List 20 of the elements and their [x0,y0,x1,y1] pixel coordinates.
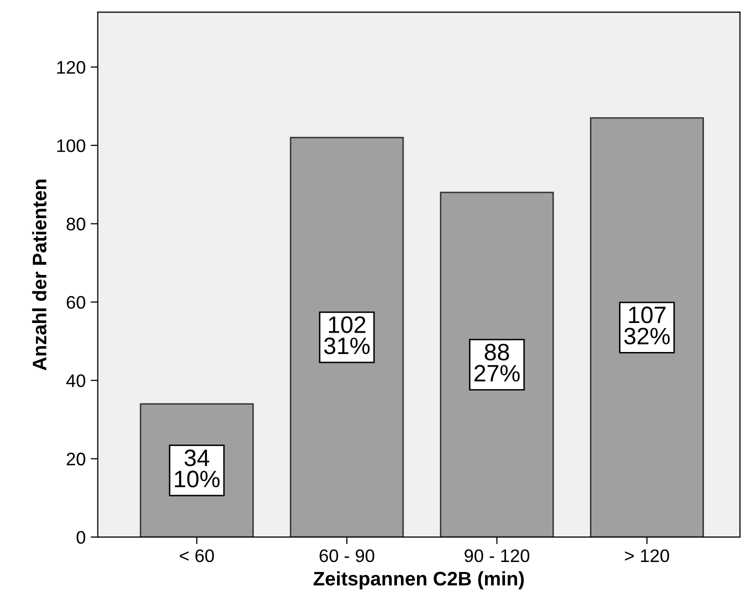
bar [440,192,554,538]
data-label: 102 31% [324,316,370,354]
y-tick-label: 40 [66,374,86,388]
data-label: 34 10% [174,450,220,488]
bar [590,117,704,538]
y-tick-label: 0 [76,531,86,544]
y-tick-label: 80 [66,218,86,230]
bar [290,136,404,538]
y-tick-label: 60 [66,296,86,309]
x-tick-label: 90 - 120 [464,549,530,562]
x-tick-label: 60 - 90 [320,549,374,562]
y-tick-label: 20 [66,452,86,466]
y-tick-label: 100 [57,139,86,152]
data-label: 88 27% [474,344,520,382]
y-tick-label: 120 [57,60,86,74]
y-axis-title: Anzahl der Patienten [32,180,46,370]
x-tick-label: > 120 [624,549,670,562]
x-tick-label: < 60 [180,549,214,562]
x-axis-title: Zeitspannen C2B (min) [314,571,524,590]
data-label: 107 32% [624,306,670,344]
